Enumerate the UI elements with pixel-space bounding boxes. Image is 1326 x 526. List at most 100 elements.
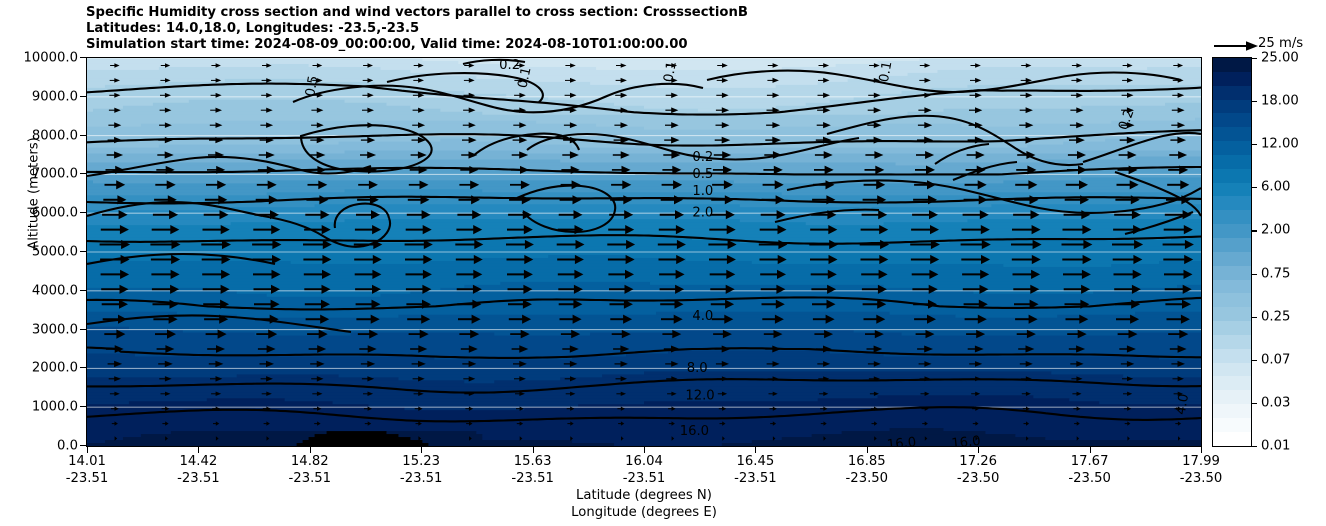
colorbar-segment <box>1213 404 1251 418</box>
svg-text:4.0: 4.0 <box>692 309 713 324</box>
colorbar-tick-mark <box>1252 58 1257 60</box>
svg-text:16.0: 16.0 <box>680 424 709 439</box>
colorbar-segment <box>1213 237 1251 252</box>
colorbar-tick-mark <box>1252 359 1257 361</box>
contour-label: 16.0 <box>886 435 917 446</box>
colorbar-tick-mark <box>1252 187 1257 189</box>
contour-label: 0.2 <box>1116 107 1137 132</box>
y-axis-tick-mark <box>80 289 86 291</box>
contour-label: 0.5 <box>692 167 713 182</box>
wind-reference-key: 25 m/s <box>1212 36 1326 58</box>
contour-segment <box>87 200 264 218</box>
x-axis-tick-mark <box>87 447 89 453</box>
contour-segment <box>786 179 1201 214</box>
colorbar-segment <box>1213 321 1251 335</box>
y-axis-tick-label: 3000.0 <box>31 322 78 338</box>
contour-label: 0.5 <box>303 75 321 98</box>
x-axis-tick-label-latitude: 14.01 <box>68 454 106 469</box>
colorbar-segment <box>1213 279 1251 294</box>
contour-segment <box>262 214 391 248</box>
contour-labels: 0.20.1 0.1 0.10.50.20.20.51.02.04.04.08.01… <box>303 58 1192 446</box>
y-axis-tick-mark <box>80 57 86 59</box>
colorbar-segment <box>1213 99 1251 114</box>
colorbar-tick-label: 25.00 <box>1261 50 1299 66</box>
y-axis-tick-mark <box>80 251 86 253</box>
svg-text:0.1: 0.1 <box>877 60 895 83</box>
contour-label: 12.0 <box>685 388 714 403</box>
y-axis-tick-label: 0.0 <box>57 438 78 454</box>
colorbar-segment <box>1213 85 1251 100</box>
colorbar-segment <box>1213 265 1251 280</box>
colorbar-tick-mark <box>1252 230 1257 232</box>
y-axis-tick-mark <box>80 173 86 175</box>
y-axis-tick-label: 4000.0 <box>31 283 78 299</box>
x-axis-tick-label-longitude: -23.51 <box>399 471 443 486</box>
contour-segment <box>386 72 544 103</box>
colorbar-segment <box>1213 71 1251 86</box>
y-axis-tick-label: 10000.0 <box>23 50 78 66</box>
x-axis-tick-mark <box>978 447 980 453</box>
contour-segment <box>333 202 391 229</box>
x-axis-tick-label-latitude: 14.82 <box>290 454 329 469</box>
x-axis-label-latitude: Latitude (degrees N) <box>576 488 712 503</box>
colorbar-segment <box>1213 431 1251 446</box>
y-axis-tick-label: 5000.0 <box>31 244 78 260</box>
svg-text:0.5: 0.5 <box>303 75 321 98</box>
x-axis-tick-label-longitude: -23.51 <box>177 471 220 486</box>
y-axis-tick-label: 1000.0 <box>31 399 78 415</box>
x-axis-tick-label-latitude: 14.42 <box>179 454 218 469</box>
x-axis-tick-label-latitude: 15.23 <box>402 454 441 469</box>
svg-text:12.0: 12.0 <box>685 388 714 403</box>
colorbar <box>1212 57 1252 447</box>
x-axis-tick-mark <box>755 447 757 453</box>
x-axis-tick-label-longitude: -23.51 <box>734 471 777 486</box>
colorbar-tick-label: 0.03 <box>1261 395 1291 411</box>
colorbar-tick-label: 0.01 <box>1261 438 1291 454</box>
colorbar-segment <box>1213 376 1251 391</box>
svg-text:1.0: 1.0 <box>692 184 713 199</box>
svg-text:16.0: 16.0 <box>886 435 917 446</box>
x-axis-tick-label-latitude: 16.85 <box>847 454 886 469</box>
contour-label: 2.0 <box>692 205 713 220</box>
y-axis-tick-mark <box>80 406 86 408</box>
y-axis-label: Altitude (meters) <box>26 137 42 250</box>
x-axis-tick-mark <box>644 447 646 453</box>
contour-segment <box>87 155 372 178</box>
x-axis-tick-label-longitude: -23.50 <box>1179 471 1223 486</box>
contour-label: 1.0 <box>692 184 713 199</box>
x-axis-tick-label-latitude: 15.63 <box>513 454 552 469</box>
svg-text:8.0: 8.0 <box>687 361 708 376</box>
x-axis-tick-label-latitude: 17.99 <box>1182 454 1220 469</box>
colorbar-segment <box>1213 390 1251 405</box>
colorbar-tick-mark <box>1252 316 1257 318</box>
colorbar-tick-mark <box>1252 402 1257 404</box>
contour-label: 16.0 <box>951 434 982 446</box>
colorbar-segment <box>1213 58 1251 72</box>
colorbar-segment <box>1213 168 1251 183</box>
colorbar-segment <box>1213 113 1251 128</box>
contour-segment <box>1114 171 1201 217</box>
contour-label: 16.0 <box>680 424 709 439</box>
x-axis-tick-label-longitude: -23.50 <box>1068 471 1111 486</box>
contour-segment <box>952 160 1018 181</box>
colorbar-segment <box>1213 307 1251 322</box>
x-axis-tick-mark <box>198 447 200 453</box>
wind-vectors <box>99 63 1194 441</box>
y-axis-tick-label: 6000.0 <box>31 205 78 221</box>
contour-label: 0.1 <box>516 66 535 90</box>
colorbar-tick-label: 18.00 <box>1261 93 1299 109</box>
contour-segment <box>526 132 860 161</box>
colorbar-segment <box>1213 417 1251 432</box>
colorbar-segment <box>1213 127 1251 142</box>
contour-segment <box>299 124 433 173</box>
x-axis-tick-label-latitude: 17.67 <box>1070 454 1109 469</box>
x-axis-tick-mark <box>309 447 311 453</box>
x-axis-tick-mark <box>421 447 423 453</box>
x-axis-tick-label-latitude: 16.04 <box>625 454 663 469</box>
svg-text:16.0: 16.0 <box>951 434 982 446</box>
plot-area: 0.2 0.1 0.1 0.1 0.5 0.2 0.2 0.5 1.0 2.0 4.0 4.0 8.0 1… <box>86 57 1202 447</box>
colorbar-segment <box>1213 224 1251 238</box>
x-axis-label-longitude: Longitude (degrees E) <box>571 505 717 520</box>
cross-section-plot: 0.20.1 0.1 0.10.50.20.20.51.02.04.04.08.01… <box>87 58 1201 446</box>
x-axis-tick-label-longitude: -23.51 <box>511 471 554 486</box>
